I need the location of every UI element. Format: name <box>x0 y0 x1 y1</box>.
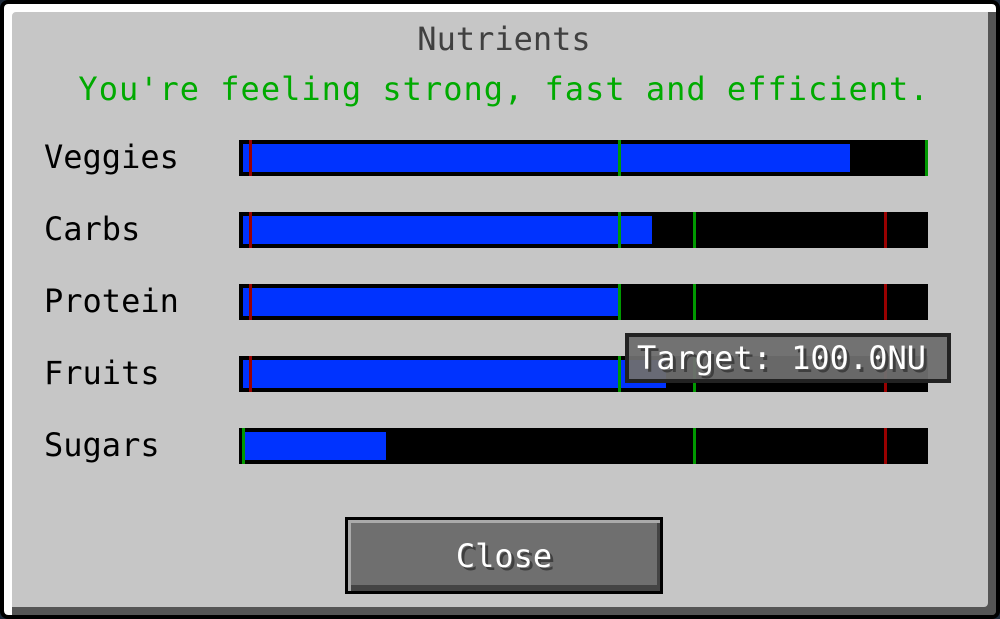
bad-threshold-marker <box>884 428 888 464</box>
bad-threshold-marker <box>884 212 888 248</box>
nutrient-label: Carbs <box>44 210 141 248</box>
nutrient-fill <box>243 216 653 244</box>
nutrient-label: Veggies <box>44 138 179 176</box>
panel-title: Nutrients <box>417 20 591 58</box>
nutrient-label: Protein <box>44 282 179 320</box>
good-threshold-marker <box>617 356 621 392</box>
bad-threshold-marker <box>248 212 252 248</box>
nutrient-fill <box>243 144 850 172</box>
good-threshold-marker <box>617 212 621 248</box>
good-threshold-marker <box>617 284 621 320</box>
good-threshold-marker <box>925 140 928 176</box>
good-threshold-marker <box>242 428 245 464</box>
nutrient-bar-carbs[interactable] <box>239 212 928 248</box>
status-message: You're feeling strong, fast and efficien… <box>78 70 930 108</box>
nutrient-label: Fruits <box>44 354 160 392</box>
nutrient-bar-protein[interactable] <box>239 284 928 320</box>
good-threshold-marker <box>692 284 696 320</box>
tooltip: Target: 100.0NU <box>625 333 951 383</box>
nutrient-label: Sugars <box>44 426 160 464</box>
nutrient-bar-veggies[interactable] <box>239 140 928 176</box>
bad-threshold-marker <box>248 356 252 392</box>
nutrient-fill <box>243 288 619 316</box>
bad-threshold-marker <box>884 284 888 320</box>
good-threshold-marker <box>692 428 696 464</box>
nutrient-bar-sugars[interactable] <box>239 428 928 464</box>
good-threshold-marker <box>692 212 696 248</box>
bad-threshold-marker <box>248 284 252 320</box>
good-threshold-marker <box>617 140 621 176</box>
bad-threshold-marker <box>248 140 252 176</box>
nutrient-fill <box>243 432 387 460</box>
nutrient-fill <box>243 360 666 388</box>
close-button[interactable]: Close <box>345 517 663 594</box>
